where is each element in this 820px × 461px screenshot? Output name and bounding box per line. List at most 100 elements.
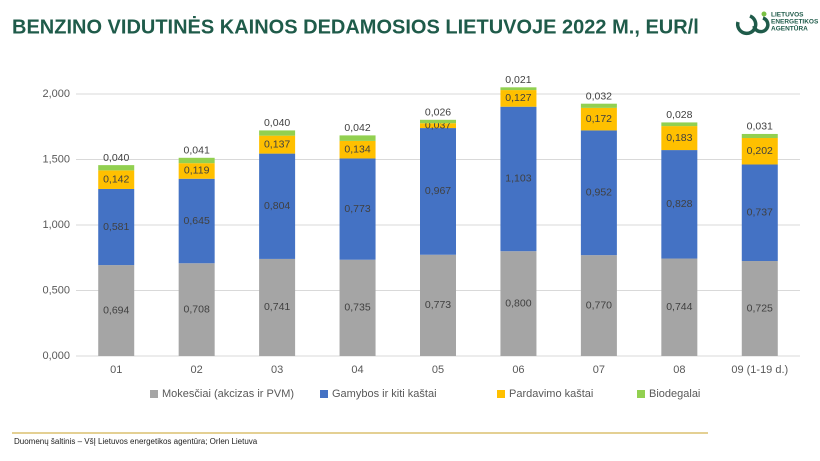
data-label: 0,967 [425,185,451,197]
bar-segment [500,87,537,91]
legend-swatch [150,390,158,398]
data-label: 0,172 [586,113,612,125]
data-label: 0,134 [344,143,370,155]
bar-segment [500,90,537,107]
data-label: 0,770 [586,299,612,311]
logo-mark [752,16,770,34]
data-label: 0,040 [264,117,290,129]
bar-segment [500,106,537,252]
bar-segment [339,135,376,141]
data-label: 0,021 [505,74,531,86]
data-label: 0,041 [184,145,210,157]
bar-segment [98,165,135,171]
bar-segment [339,259,376,356]
y-tick-label: 0,000 [42,350,70,362]
y-tick-label: 2,000 [42,88,70,100]
bar-segment [580,255,617,356]
bar-segment [178,157,215,164]
data-label: 0,202 [747,145,773,157]
legend-label: Gamybos ir kiti kaštai [332,388,437,400]
x-tick-label: 06 [512,364,524,376]
bar-segment [580,107,617,131]
bar-segment [259,258,296,356]
data-label: 0,119 [184,165,210,177]
data-label: 0,694 [103,304,129,316]
y-tick-label: 0,500 [42,284,70,296]
data-label: 0,708 [184,303,210,315]
data-label: 0,744 [666,301,692,313]
data-label: 0,773 [344,203,370,215]
data-label: 0,031 [747,121,773,133]
data-label: 0,725 [747,302,773,314]
legend-label: Biodegalai [649,388,700,400]
bar-segment [259,135,296,154]
x-tick-label: 05 [432,364,444,376]
logo-text: ENERGETIKOS [771,19,819,26]
data-label: 0,645 [184,215,210,227]
data-label: 0,183 [666,132,692,144]
logo-text: AGENTŪRA [771,25,808,33]
bar-segment [420,123,456,129]
bar-segment [259,153,296,259]
x-tick-label: 03 [271,364,283,376]
data-label: 0,042 [344,122,370,134]
logo-dot [761,11,767,17]
logo-text: LIETUVOS [771,12,804,19]
data-label: 0,028 [666,109,692,121]
data-label: 0,737 [747,207,773,219]
source: Duomenų šaltinis – VšĮ Lietuvos energeti… [14,437,258,446]
data-label: 0,735 [344,302,370,314]
x-tick-label: 09 (1-19 d.) [731,364,788,376]
bar-segment [339,140,376,159]
data-label: 0,040 [103,152,129,164]
bar-segment [98,188,135,266]
bar-segment [661,258,698,356]
data-label: 0,032 [586,90,612,102]
logo-mark [735,14,758,36]
data-label: 0,773 [425,299,451,311]
x-tick-label: 01 [110,364,122,376]
bar-segment [178,178,215,264]
x-tick-label: 02 [191,364,203,376]
legend-label: Pardavimo kaštai [509,388,593,400]
y-tick-label: 1,000 [42,219,70,231]
data-label: 0,800 [505,297,531,309]
title: BENZINO VIDUTINĖS KAINOS DEDAMOSIOS LIET… [12,15,699,38]
data-label: 0,026 [425,107,451,119]
bar-segment [98,265,135,356]
x-tick-label: 08 [673,364,685,376]
y-tick-label: 1,500 [42,153,70,165]
data-label: 0,581 [103,221,129,233]
bar-segment [420,128,456,255]
legend-swatch [637,390,645,398]
bar-segment [178,163,215,179]
bar-segment [661,150,698,259]
x-tick-label: 07 [593,364,605,376]
bar-segment [500,251,537,356]
bar-segment [580,103,617,108]
bar-segment [661,126,698,151]
bar-segment [661,122,698,127]
data-label: 1,103 [505,173,531,185]
legend-label: Mokesčiai (akcizas ir PVM) [162,388,294,400]
data-label: 0,828 [666,198,692,210]
legend-swatch [320,390,328,398]
bar-segment [420,254,456,356]
data-label: 0,952 [586,187,612,199]
bar-segment [741,133,778,139]
bar-segment [339,158,376,260]
bar-segment [259,130,296,136]
bar-segment [741,138,778,165]
bar-segment [741,164,778,262]
x-tick-label: 04 [351,364,363,376]
bar-segment [580,130,617,256]
data-label: 0,137 [264,138,290,150]
data-label: 0,804 [264,200,290,212]
data-label: 0,741 [264,301,290,313]
data-label: 0,142 [103,173,129,185]
legend-swatch [497,390,505,398]
bar-segment [178,263,215,356]
data-label: 0,127 [505,92,531,104]
bar-segment [741,261,778,356]
